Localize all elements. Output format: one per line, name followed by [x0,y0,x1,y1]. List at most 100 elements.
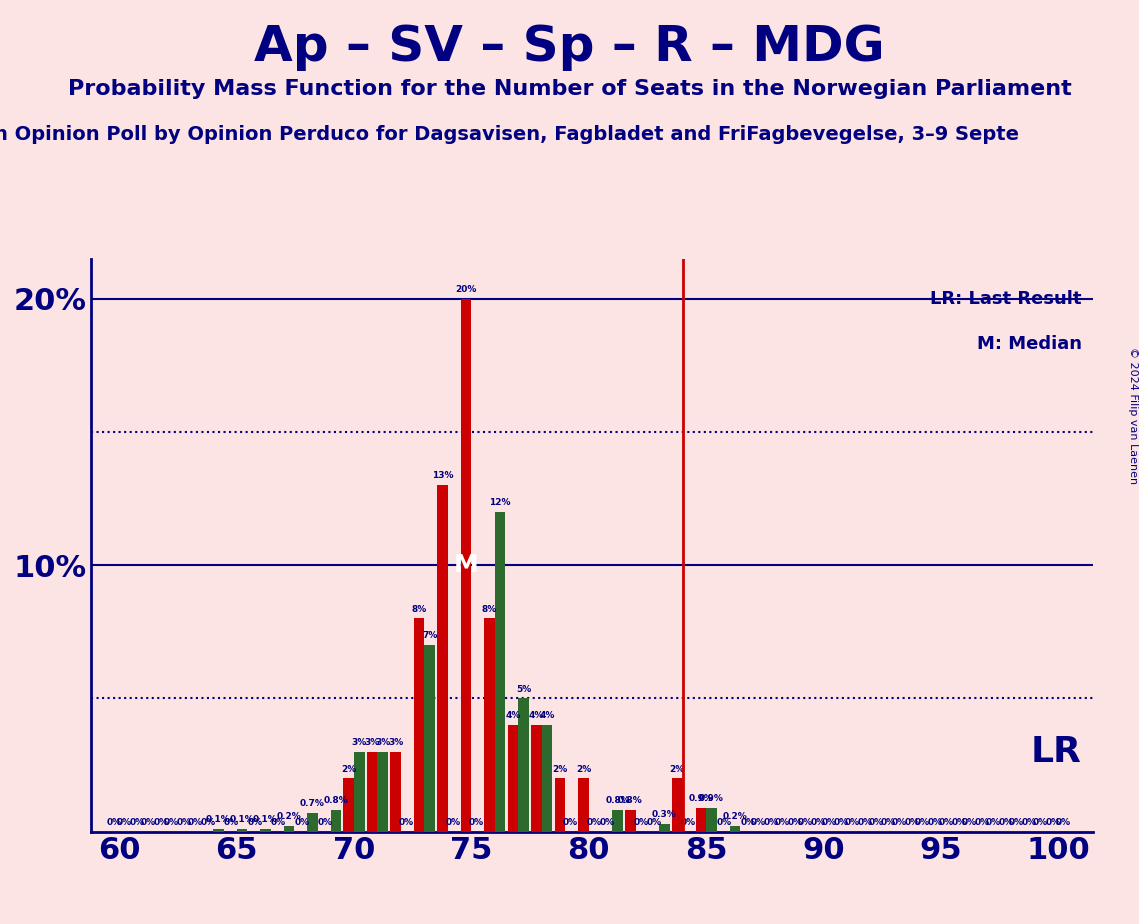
Text: 0%: 0% [834,818,850,827]
Text: 0%: 0% [318,818,333,827]
Text: 0%: 0% [716,818,732,827]
Bar [518,699,528,832]
Text: 0%: 0% [821,818,836,827]
Text: 2%: 2% [670,764,685,773]
Text: 0%: 0% [177,818,192,827]
Text: 0%: 0% [599,818,615,827]
Text: 0%: 0% [680,818,696,827]
Text: 3%: 3% [364,738,379,747]
Text: LR: LR [1031,735,1082,769]
Text: 0%: 0% [892,818,907,827]
Text: 0%: 0% [247,818,262,827]
Text: 0%: 0% [117,818,132,827]
Bar [461,298,472,832]
Text: 0%: 0% [1022,818,1036,827]
Bar [308,813,318,832]
Text: 0.1%: 0.1% [230,815,254,824]
Text: 0%: 0% [811,818,826,827]
Text: 0%: 0% [797,818,813,827]
Text: LR: Last Result: LR: Last Result [931,290,1082,308]
Text: 8%: 8% [411,604,427,614]
Text: 0%: 0% [188,818,203,827]
Text: 0%: 0% [975,818,990,827]
Text: 4%: 4% [528,711,544,720]
Bar [367,751,377,832]
Text: 0%: 0% [1009,818,1024,827]
Text: 12%: 12% [490,498,511,507]
Bar [659,823,670,832]
Bar [508,725,518,832]
Text: 2%: 2% [576,764,591,773]
Text: 0%: 0% [740,818,755,827]
Text: 0%: 0% [764,818,779,827]
Bar [284,826,294,832]
Text: 0%: 0% [999,818,1014,827]
Text: 0%: 0% [928,818,943,827]
Bar [494,512,506,832]
Text: 0.7%: 0.7% [300,799,325,808]
Text: 0%: 0% [962,818,977,827]
Text: 0%: 0% [164,818,179,827]
Text: 0%: 0% [775,818,789,827]
Text: 0.2%: 0.2% [277,812,301,821]
Text: 0%: 0% [915,818,931,827]
Text: 3%: 3% [375,738,391,747]
Bar [413,618,425,832]
Text: 0%: 0% [106,818,122,827]
Bar [531,725,542,832]
Text: 0%: 0% [154,818,169,827]
Text: 0%: 0% [445,818,461,827]
Text: 4%: 4% [540,711,555,720]
Text: 0%: 0% [469,818,484,827]
Text: 0.8%: 0.8% [618,796,642,806]
Text: 20%: 20% [456,285,477,294]
Text: 13%: 13% [432,471,453,480]
Text: © 2024 Filip van Laenen: © 2024 Filip van Laenen [1129,347,1138,484]
Text: 0.1%: 0.1% [206,815,231,824]
Bar [542,725,552,832]
Text: 8%: 8% [482,604,498,614]
Text: 0.8%: 0.8% [605,796,630,806]
Text: 0%: 0% [563,818,579,827]
Text: 0%: 0% [985,818,1001,827]
Bar [706,808,716,832]
Text: 5%: 5% [516,685,531,694]
Bar [213,829,223,832]
Bar [344,778,354,832]
Text: 0%: 0% [399,818,413,827]
Bar [625,810,636,832]
Text: 0%: 0% [646,818,662,827]
Bar [260,829,271,832]
Text: 0.9%: 0.9% [688,794,713,803]
Text: 0%: 0% [223,818,239,827]
Bar [425,645,435,832]
Text: 0%: 0% [633,818,648,827]
Text: 0.2%: 0.2% [722,812,747,821]
Bar [672,778,682,832]
Text: n Opinion Poll by Opinion Perduco for Dagsavisen, Fagbladet and FriFagbevegelse,: n Opinion Poll by Opinion Perduco for Da… [0,125,1019,144]
Text: 0%: 0% [1056,818,1071,827]
Text: 3%: 3% [388,738,403,747]
Text: 7%: 7% [423,631,437,640]
Text: 0%: 0% [751,818,765,827]
Bar [555,778,565,832]
Text: 3%: 3% [352,738,367,747]
Text: 0%: 0% [130,818,145,827]
Bar [579,778,589,832]
Text: Ap – SV – Sp – R – MDG: Ap – SV – Sp – R – MDG [254,23,885,71]
Bar [237,829,247,832]
Text: 0%: 0% [294,818,310,827]
Text: 0.8%: 0.8% [323,796,349,806]
Text: 0%: 0% [868,818,883,827]
Text: 0.1%: 0.1% [253,815,278,824]
Bar [354,751,364,832]
Text: 0%: 0% [858,818,872,827]
Bar [437,485,448,832]
Text: 0%: 0% [271,818,286,827]
Text: 0%: 0% [1046,818,1060,827]
Text: 0%: 0% [200,818,215,827]
Bar [484,618,494,832]
Text: 0%: 0% [882,818,896,827]
Text: 0%: 0% [787,818,802,827]
Text: M: Median: M: Median [977,335,1082,353]
